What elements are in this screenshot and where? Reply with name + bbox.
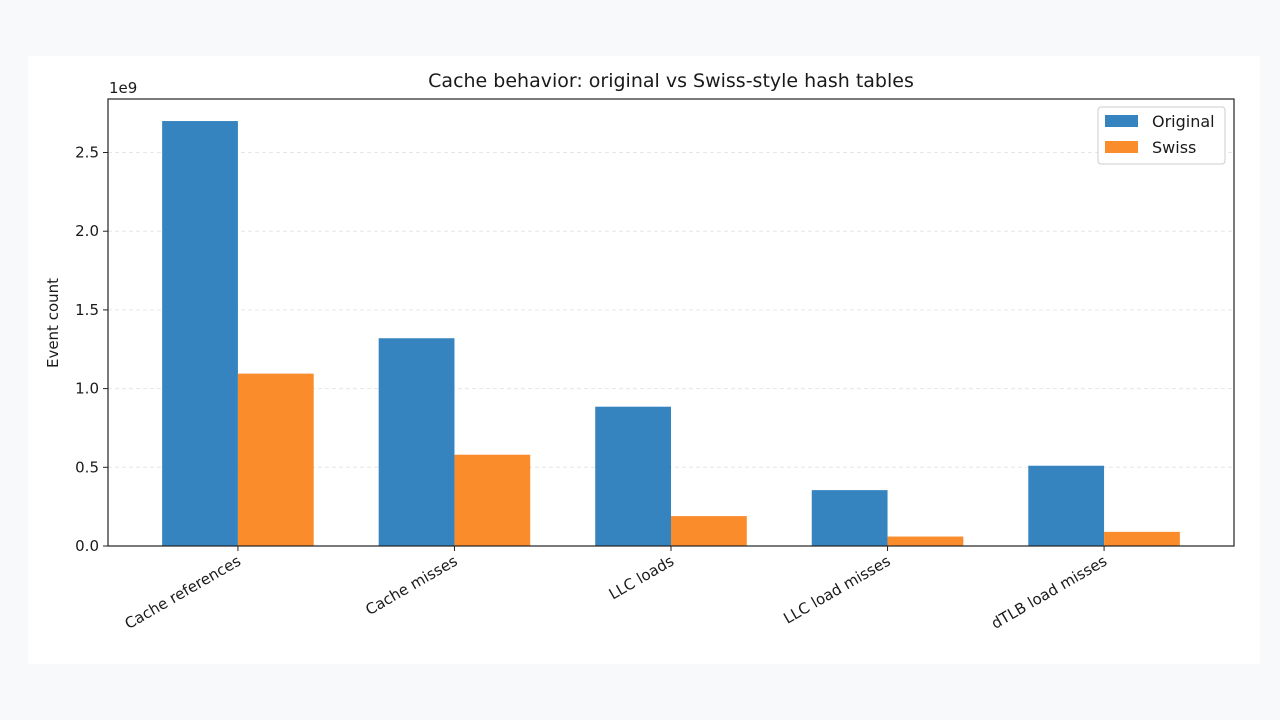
y-tick-label: 0.5 xyxy=(75,458,99,476)
bar-swiss-llc-load-misses xyxy=(887,536,964,546)
y-axis-label: Event count xyxy=(44,278,62,368)
x-tick-label-dtlb-load-misses: dTLB load misses xyxy=(988,552,1110,633)
bar-swiss-cache-misses xyxy=(454,454,531,546)
bar-original-llc-loads xyxy=(595,406,671,546)
bar-original-cache-misses xyxy=(378,338,455,546)
chart-figure: Cache behavior: original vs Swiss-style … xyxy=(28,56,1260,664)
bar-swiss-cache-references xyxy=(237,373,314,546)
bar-series-group xyxy=(162,121,1180,546)
legend-label-original: Original xyxy=(1152,112,1215,131)
bar-original-cache-references xyxy=(162,121,238,546)
x-tick-label-llc-loads: LLC loads xyxy=(606,552,677,604)
bar-swiss-dtlb-load-misses xyxy=(1104,531,1180,546)
y-tick-label: 1.5 xyxy=(75,301,99,319)
x-tick-label-llc-load-misses: LLC load misses xyxy=(780,552,893,628)
x-axis-ticks: Cache references Cache misses LLC loads LLC… xyxy=(122,546,1110,633)
legend-swatch-original xyxy=(1105,115,1138,127)
y-multiplier-label: 1e9 xyxy=(109,79,137,97)
y-tick-label: 0.0 xyxy=(75,537,99,555)
legend-label-swiss: Swiss xyxy=(1152,138,1196,157)
y-tick-label: 2.5 xyxy=(75,144,99,162)
legend-swatch-swiss xyxy=(1105,141,1138,153)
bar-original-llc-load-misses xyxy=(811,490,888,546)
bar-swiss-llc-loads xyxy=(671,516,747,546)
y-tick-label: 2.0 xyxy=(75,222,99,240)
x-tick-label-cache-references: Cache references xyxy=(122,552,244,633)
x-tick-label-cache-misses: Cache misses xyxy=(362,552,460,619)
legend: Original Swiss xyxy=(1097,106,1226,165)
bar-chart: Cache behavior: original vs Swiss-style … xyxy=(44,70,1235,633)
chart-title: Cache behavior: original vs Swiss-style … xyxy=(428,70,914,92)
bar-original-dtlb-load-misses xyxy=(1028,465,1105,546)
y-axis-ticks: 0.0 0.5 1.0 1.5 2.0 2.5 xyxy=(75,144,108,555)
y-tick-label: 1.0 xyxy=(75,380,99,398)
